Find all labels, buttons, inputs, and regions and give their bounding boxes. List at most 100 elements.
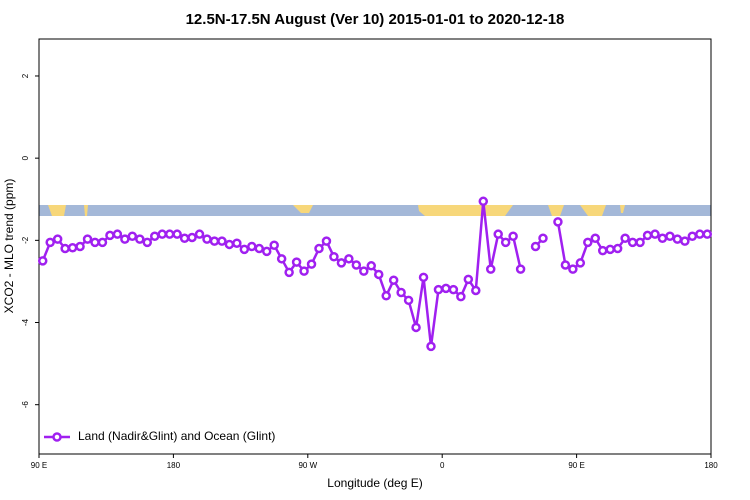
data-point [396, 287, 406, 298]
plot-frame [38, 38, 712, 455]
data-point [142, 237, 153, 248]
data-point [583, 237, 593, 248]
data-point [373, 269, 384, 280]
data-point [232, 238, 242, 248]
data-point [650, 229, 660, 239]
data-point [426, 341, 436, 352]
data-point [351, 260, 362, 270]
data-point [187, 232, 197, 243]
data-point [45, 237, 55, 248]
data-point [463, 274, 474, 285]
data-point [149, 231, 160, 241]
data-point [568, 264, 578, 274]
data-point [456, 291, 466, 302]
x-axis-label: Longitude (deg E) [327, 476, 422, 490]
data-point [411, 322, 421, 333]
y-tick-label: -2 [21, 236, 30, 244]
data-point [627, 237, 638, 248]
data-point [67, 242, 78, 253]
data-point [269, 240, 279, 251]
data-point [388, 275, 399, 285]
data-point [239, 244, 250, 255]
data-point [597, 245, 608, 256]
data-point [702, 229, 713, 239]
data-point [680, 236, 690, 246]
data-point [605, 244, 615, 255]
land [620, 205, 625, 213]
data-point [321, 236, 332, 246]
data-point [336, 258, 347, 268]
x-tick-label: 0 [440, 461, 445, 470]
ocean-band [39, 205, 711, 216]
data-point [635, 237, 645, 248]
data-point [120, 234, 130, 244]
data-point [291, 257, 302, 267]
y-tick-label: 0 [21, 155, 30, 160]
data-point [261, 246, 272, 257]
data-point [620, 233, 630, 244]
data-point [52, 234, 63, 244]
data-point [560, 260, 571, 270]
chart-title: 12.5N-17.5N August (Ver 10) 2015-01-01 t… [186, 11, 565, 28]
data-point [105, 230, 115, 241]
data-point [112, 229, 123, 239]
data-point [590, 233, 601, 244]
data-point [441, 283, 451, 294]
data-point [299, 266, 309, 276]
data-point [381, 291, 391, 301]
x-tick-label: 180 [704, 461, 718, 470]
data-point [179, 233, 190, 244]
data-point [687, 231, 698, 241]
data-point [329, 252, 339, 262]
data-point [493, 229, 503, 239]
data-point [37, 256, 48, 266]
data-point [418, 272, 429, 283]
data-point [127, 231, 138, 241]
data-point [75, 241, 85, 252]
data-point [97, 237, 108, 248]
data-point [224, 239, 235, 250]
data-point [448, 284, 459, 295]
data-point [90, 237, 100, 248]
data-point [247, 241, 257, 252]
data-point [530, 241, 541, 252]
data-point [344, 254, 354, 264]
data-point [642, 230, 653, 241]
data-point [478, 196, 489, 207]
data-point [254, 243, 265, 254]
x-tick-label: 90 E [31, 461, 47, 470]
land [548, 205, 564, 216]
data-point [284, 267, 294, 278]
x-tick-label: 180 [167, 461, 181, 470]
data-point [403, 295, 414, 306]
data-point [209, 236, 220, 246]
data-point [500, 237, 511, 248]
data-point [135, 234, 145, 244]
data-point [695, 229, 705, 239]
data-point [306, 259, 317, 269]
legend-label: Land (Nadir&Glint) and Ocean (Glint) [78, 429, 275, 443]
land [48, 205, 66, 216]
data-point [217, 236, 227, 246]
land [84, 205, 88, 216]
data-point [172, 229, 182, 239]
data-point [471, 285, 481, 296]
land [580, 205, 606, 216]
land-ocean-strip [39, 205, 711, 216]
y-tick-label: -4 [21, 318, 30, 326]
y-tick-label: -6 [21, 401, 30, 409]
data-point [276, 254, 287, 264]
data-point [202, 234, 212, 244]
y-tick-label: 2 [21, 73, 30, 78]
data-point [672, 234, 683, 244]
data-point [433, 284, 444, 295]
data-point [515, 264, 526, 274]
data-point [366, 261, 377, 271]
data-point [665, 231, 675, 241]
land [418, 205, 513, 216]
data-point [314, 243, 324, 254]
data-point [157, 229, 167, 239]
legend-marker [52, 432, 62, 442]
